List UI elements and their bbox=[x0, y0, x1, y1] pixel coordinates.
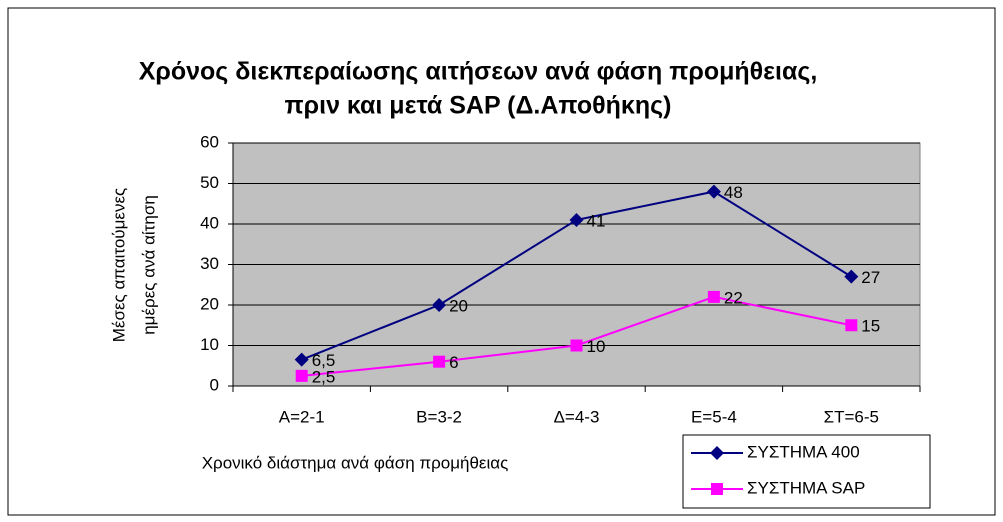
marker bbox=[569, 212, 584, 227]
y-tick-label: 20 bbox=[200, 294, 219, 313]
y-axis-label: Μέσες απαιτούμενες ημέρες ανά αίτηση bbox=[109, 188, 158, 343]
marker bbox=[706, 184, 721, 199]
y-tick-label: 50 bbox=[200, 173, 219, 192]
marker bbox=[711, 483, 723, 495]
marker bbox=[570, 339, 583, 352]
marker bbox=[295, 369, 308, 382]
x-tick-label: Ε=5-4 bbox=[691, 407, 737, 426]
y-tick-label: 30 bbox=[200, 254, 219, 273]
marker bbox=[294, 352, 309, 367]
marker bbox=[707, 290, 720, 303]
data-label: 20 bbox=[449, 296, 468, 315]
marker bbox=[433, 355, 446, 368]
data-label: 6,5 bbox=[312, 351, 336, 370]
data-label: 27 bbox=[861, 268, 880, 287]
y-tick-label: 10 bbox=[200, 335, 219, 354]
data-label: 15 bbox=[861, 317, 880, 336]
data-label: 2,5 bbox=[312, 367, 336, 386]
x-tick-label: Δ=4-3 bbox=[554, 407, 600, 426]
marker bbox=[432, 298, 447, 312]
data-label: 6 bbox=[449, 353, 458, 372]
x-axis-label: Χρονικό διάστημα ανά φάση προμήθειας bbox=[202, 453, 509, 472]
data-label: 48 bbox=[724, 183, 743, 202]
chart-title: πριν και μετά SAP (Δ.Αποθήκης) bbox=[285, 92, 672, 120]
x-tick-label: B=3-2 bbox=[416, 407, 462, 426]
legend-box bbox=[682, 434, 931, 509]
y-axis-label-line: Μέσες απαιτούμενες bbox=[109, 188, 128, 343]
y-axis-label-line: ημέρες ανά αίτηση bbox=[139, 195, 158, 335]
x-tick-label: A=2-1 bbox=[279, 407, 325, 426]
data-label: 41 bbox=[587, 211, 606, 230]
marker bbox=[710, 446, 724, 460]
chart-title: Χρόνος διεκπεραίωσης αιτήσεων ανά φάση π… bbox=[139, 58, 818, 86]
legend-label: ΣΥΣΤΗΜΑ 400 bbox=[747, 442, 860, 461]
marker bbox=[845, 319, 858, 332]
marker bbox=[844, 269, 859, 284]
y-tick-label: 60 bbox=[200, 132, 219, 151]
y-tick-label: 0 bbox=[210, 375, 219, 394]
data-label: 22 bbox=[724, 288, 743, 307]
y-tick-label: 40 bbox=[200, 213, 219, 232]
data-label: 10 bbox=[587, 337, 606, 356]
x-tick-label: ΣΤ=6-5 bbox=[824, 407, 879, 426]
legend-label: ΣΥΣΤΗΜΑ SAP bbox=[747, 478, 865, 497]
